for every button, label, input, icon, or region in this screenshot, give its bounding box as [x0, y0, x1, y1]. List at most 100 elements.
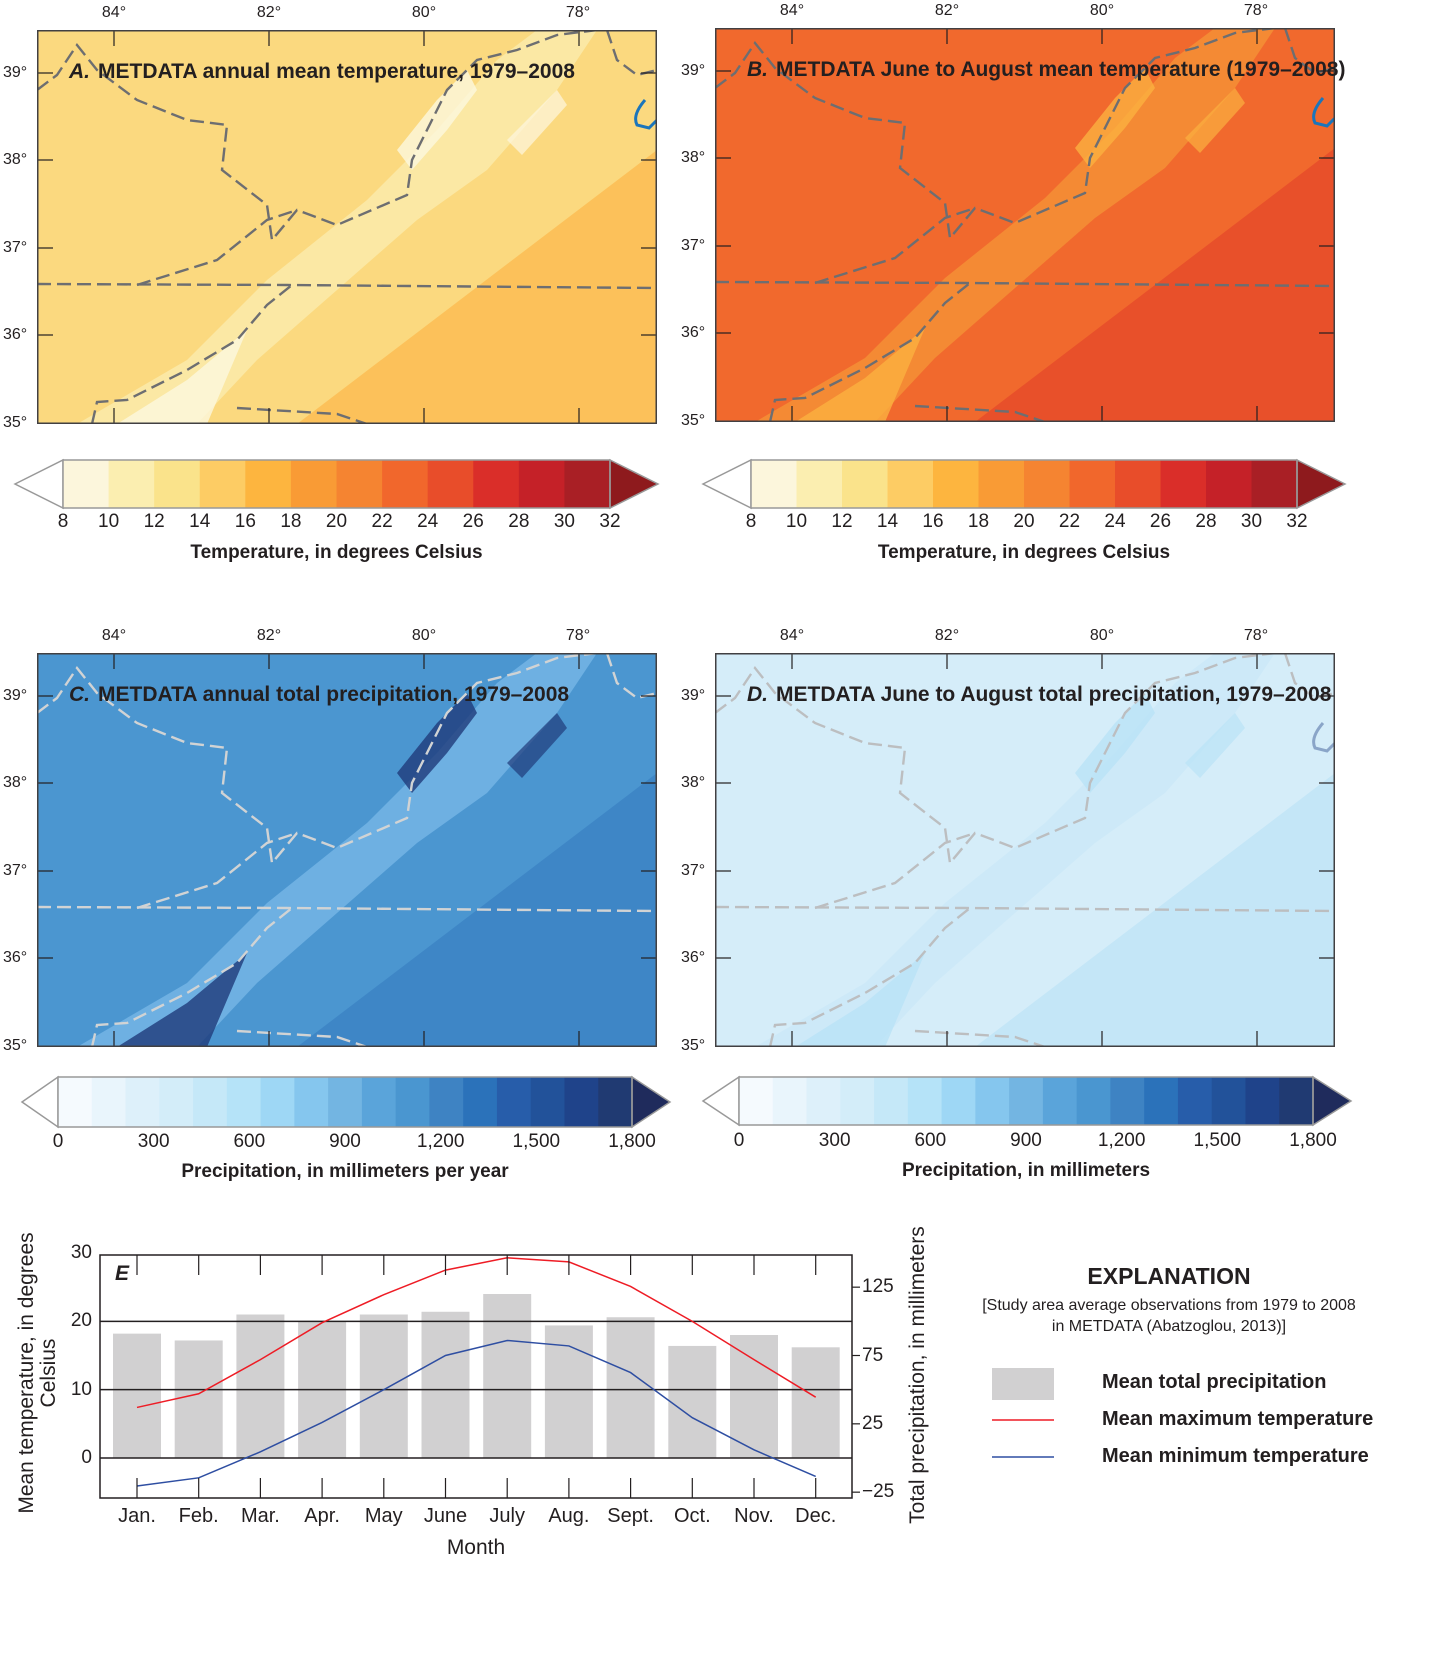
- ridge-peak: [397, 693, 477, 793]
- latitude-label: 37°: [3, 862, 28, 879]
- latitude-label: 38°: [3, 774, 28, 791]
- latitude-label: 36°: [681, 949, 706, 966]
- precip-bar: [544, 1325, 593, 1458]
- month-label: Nov.: [734, 1505, 774, 1527]
- state-boundary: [914, 1029, 1046, 1047]
- map-title: D. METDATA June to August total precipita…: [747, 683, 1331, 707]
- map-title: C. METDATA annual total precipitation, 19…: [69, 683, 569, 707]
- ridge-peak: [117, 330, 247, 424]
- ridge-region: [77, 653, 597, 1047]
- colorbar-title: Precipitation, in millimeters: [901, 1160, 1151, 1181]
- colorbar-tick-label: 600: [233, 1131, 266, 1152]
- colorbar-swatch: [199, 460, 246, 508]
- colorbar-tick-label: 1,200: [416, 1131, 465, 1152]
- y-left-tick-label: 30: [70, 1242, 92, 1263]
- y-axis-label-right: Total precipitation, in millimeters: [906, 1225, 929, 1525]
- longitude-label: 80°: [1089, 2, 1115, 19]
- state-boundary: [814, 831, 976, 910]
- state-boundary: [236, 1029, 368, 1047]
- state-boundary: [715, 280, 1335, 288]
- colorbar-tick-label: 1,200: [1097, 1130, 1146, 1151]
- ridge-peak: [507, 90, 567, 155]
- map-title-text: METDATA annual mean temperature, 1979–20…: [98, 60, 575, 83]
- precip-bar: [483, 1294, 532, 1458]
- legend-swatch-precip: [992, 1368, 1054, 1400]
- latitude-label: 35°: [681, 1037, 706, 1054]
- colorbar-tick-label: 12: [143, 511, 165, 532]
- colorbar-swatch: [226, 1077, 262, 1127]
- colorbar-tick-label: 900: [329, 1131, 361, 1152]
- y-axis-label-left: Mean temperature, in degrees Celsius: [15, 1223, 60, 1523]
- state-boundary: [236, 406, 368, 424]
- colorbar-tick-label: 32: [1286, 511, 1308, 532]
- colorbar-tick-label: 22: [1058, 511, 1081, 532]
- map-frame: [37, 30, 657, 424]
- latitude-label: 36°: [3, 326, 28, 343]
- latitude-label: 38°: [3, 151, 28, 168]
- month-label: Apr.: [304, 1505, 340, 1527]
- colorbar-swatch: [1144, 1077, 1179, 1125]
- colorbar-swatch: [496, 1077, 532, 1127]
- ridge-peak: [1075, 68, 1155, 168]
- ridge-peak: [1185, 713, 1245, 778]
- longitude-label: 80°: [411, 4, 437, 21]
- month-label: Aug.: [548, 1505, 590, 1527]
- min-temp-line: [136, 1339, 816, 1487]
- colorbar-tick-label: 1,500: [1193, 1130, 1242, 1151]
- state-boundary: [37, 653, 598, 866]
- y-axis-label-left-text: Mean temperature, in degrees Celsius: [15, 1232, 60, 1514]
- colorbar-swatch: [429, 1077, 464, 1127]
- state-boundary: [136, 208, 298, 287]
- month-label: July: [489, 1505, 525, 1527]
- ridge-peak: [795, 328, 925, 422]
- colorbar-swatch: [159, 1077, 194, 1127]
- latitude-label: 39°: [3, 64, 28, 81]
- colorbar-tick-label: 900: [1010, 1130, 1042, 1151]
- colorbar-swatch: [382, 460, 429, 508]
- colorbar-tick-label: 0: [52, 1131, 64, 1152]
- colorbar-swatch: [427, 460, 474, 508]
- latitude-label: 39°: [3, 687, 28, 704]
- longitude-label: 78°: [1243, 627, 1269, 644]
- colorbar-swatch: [598, 1077, 633, 1127]
- colorbar-swatch: [154, 460, 201, 508]
- state-boundary: [37, 905, 657, 913]
- colorbar-swatch: [978, 460, 1025, 508]
- map-frame: [715, 28, 1335, 422]
- colorbar-swatch: [463, 1077, 498, 1127]
- colorbar-swatch: [739, 1077, 774, 1125]
- colorbar-swatch: [260, 1077, 295, 1127]
- precip-bar: [236, 1314, 285, 1458]
- colorbar-swatch: [1245, 1077, 1280, 1125]
- latitude-label: 38°: [681, 149, 706, 166]
- map-frame: [715, 653, 1335, 1047]
- colorbar-swatch: [1024, 460, 1070, 508]
- map-title-text: METDATA annual total precipitation, 1979…: [98, 683, 570, 706]
- latitude-label: 39°: [681, 62, 706, 79]
- latitude-label: 36°: [3, 949, 28, 966]
- state-boundary: [715, 905, 1335, 913]
- state-boundary: [814, 206, 976, 285]
- colorbar-tick-label: 16: [234, 511, 256, 532]
- map-title: B. METDATA June to August mean temperatur…: [747, 58, 1345, 82]
- colorbar-tick-label: 14: [189, 511, 211, 532]
- latitude-label: 35°: [681, 412, 706, 429]
- longitude-label: 80°: [411, 627, 437, 644]
- colorbar-swatch: [1076, 1077, 1111, 1125]
- colorbar-tick-label: 1,800: [608, 1131, 656, 1152]
- coastline: [634, 99, 657, 130]
- precip-bar: [668, 1345, 717, 1458]
- precip-bar: [421, 1311, 470, 1458]
- ridge-peak: [1075, 693, 1155, 793]
- precip-bar: [791, 1347, 840, 1458]
- colorbar-tick-label: 1,800: [1289, 1130, 1337, 1151]
- colorbar-swatch: [518, 460, 565, 508]
- colorbar-tick-label: 300: [818, 1130, 851, 1151]
- legend-title: EXPLANATION: [1087, 1263, 1251, 1289]
- colorbar-swatch: [294, 1077, 329, 1127]
- month-label: Mar.: [240, 1505, 280, 1527]
- y-right-tick-label: 75: [862, 1344, 884, 1366]
- colorbar-swatch: [887, 460, 934, 508]
- colorbar-tick-label: 18: [967, 511, 990, 532]
- colorbar-swatch: [1251, 460, 1298, 508]
